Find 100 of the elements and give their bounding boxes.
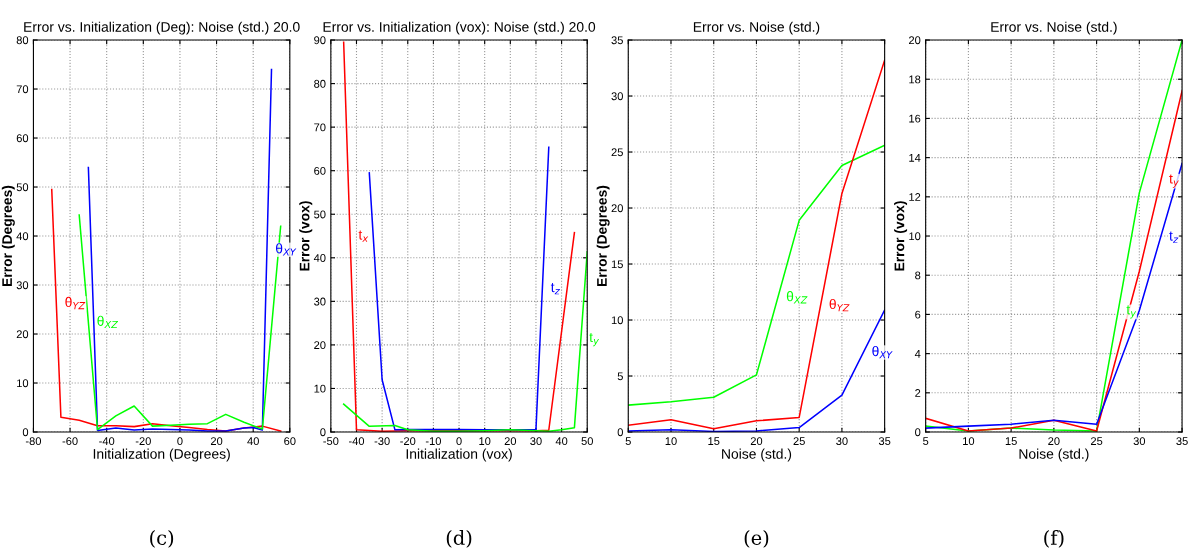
y-tick-label: 10 xyxy=(611,316,623,325)
series-label: t$_{y}$ xyxy=(589,333,600,347)
y-tick-label: 30 xyxy=(314,297,326,306)
y-tick-label: 0 xyxy=(915,428,921,437)
y-tick-label: 10 xyxy=(909,232,921,241)
y-tick-label: 0 xyxy=(320,428,326,437)
y-tick-label: 16 xyxy=(909,114,921,123)
x-tick-label: 0 xyxy=(456,437,462,446)
y-axis-title: Error (vox) xyxy=(299,201,313,271)
y-tick-label: 2 xyxy=(915,389,921,397)
y-tick-label: 10 xyxy=(314,384,326,393)
x-tick-label: 35 xyxy=(878,437,891,446)
y-tick-label: 6 xyxy=(915,310,921,319)
y-tick-label: 40 xyxy=(16,232,29,241)
series-label: t$_{y}$ xyxy=(1169,174,1179,188)
y-tick-label: 30 xyxy=(611,92,623,101)
x-tick-label: -60 xyxy=(62,437,78,446)
x-tick-label: 25 xyxy=(793,437,805,446)
series-label: θ$_{YZ}$ xyxy=(829,298,850,312)
y-tick-label: 35 xyxy=(611,36,623,45)
x-tick-label: 40 xyxy=(247,437,259,446)
y-tick-label: 50 xyxy=(16,183,29,192)
text: (f) xyxy=(1044,530,1064,548)
x-tick-label: -20 xyxy=(400,437,416,446)
x-tick-label: -40 xyxy=(99,437,115,446)
chart-title: Error vs. Initialization (vox): Noise (std.) 20.0 xyxy=(323,21,596,35)
x-tick-label: 10 xyxy=(665,437,677,446)
y-tick-label: 15 xyxy=(611,260,623,269)
x-tick-label: 10 xyxy=(479,437,491,446)
x-tick-label: -80 xyxy=(25,437,42,446)
y-axis-title: Error (Degrees) xyxy=(596,185,610,287)
x-tick-label: -40 xyxy=(348,437,365,446)
chart-title: Error vs. Noise (std.) xyxy=(693,21,820,35)
y-tick-label: 70 xyxy=(16,85,29,94)
text: (e) xyxy=(744,530,769,548)
y-axis-title: Error (vox) xyxy=(894,201,908,271)
x-tick-label: 30 xyxy=(530,437,542,446)
y-tick-label: 40 xyxy=(313,254,326,262)
x-axis-title: Initialization (Degrees) xyxy=(93,448,230,462)
x-tick-label: 20 xyxy=(1048,437,1060,446)
y-tick-label: 20 xyxy=(611,204,623,213)
y-tick-label: 70 xyxy=(314,123,326,132)
y-tick-label: 0 xyxy=(617,428,623,437)
y-tick-label: 20 xyxy=(16,330,29,339)
x-tick-label: 20 xyxy=(210,437,223,446)
series-label: θ$_{XZ}$ xyxy=(786,291,808,304)
chart-title: Error vs. Noise (std.) xyxy=(991,21,1117,35)
series-label: t$_{z}$ xyxy=(550,283,560,295)
x-axis-title: Noise (std.) xyxy=(722,448,792,462)
x-tick-label: -50 xyxy=(323,437,339,446)
y-tick-label: 12 xyxy=(909,193,921,201)
y-tick-label: 20 xyxy=(909,36,921,45)
x-tick-label: 5 xyxy=(625,437,631,446)
y-tick-label: 30 xyxy=(16,281,29,290)
y-tick-label: 80 xyxy=(16,36,29,45)
chart-title: Error vs. Initialization (Deg): Noise (std.) 20.0 xyxy=(24,21,300,35)
y-tick-label: 20 xyxy=(314,341,326,350)
y-tick-label: 5 xyxy=(617,372,623,381)
text: (d) xyxy=(446,530,472,548)
series-label: θ$_{XY}$ xyxy=(872,345,893,359)
x-tick-label: -20 xyxy=(135,437,151,446)
series-label: t$_{x}$ xyxy=(358,230,369,242)
series-label: θ$_{XY}$ xyxy=(275,243,297,256)
y-tick-label: 8 xyxy=(915,271,921,280)
x-tick-label: 15 xyxy=(1005,437,1017,446)
x-tick-label: 30 xyxy=(836,437,848,446)
x-tick-label: 60 xyxy=(284,437,296,446)
y-tick-label: 10 xyxy=(17,379,29,388)
line-series xyxy=(342,250,588,432)
y-axis-title: Error (Degrees) xyxy=(1,185,15,287)
y-tick-label: 25 xyxy=(611,148,623,157)
x-axis-title: Noise (std.) xyxy=(1019,448,1089,462)
x-tick-label: 20 xyxy=(750,437,763,446)
x-tick-label: -10 xyxy=(425,437,441,446)
x-tick-label: 50 xyxy=(581,437,593,446)
line-series xyxy=(368,146,550,431)
y-tick-label: 80 xyxy=(314,79,326,88)
x-tick-label: 0 xyxy=(177,437,183,446)
y-tick-label: 90 xyxy=(314,36,326,45)
x-axis-title: Initialization (vox) xyxy=(406,448,512,462)
text: (c) xyxy=(150,530,174,548)
x-tick-label: -30 xyxy=(374,437,390,446)
x-tick-label: 40 xyxy=(555,437,568,446)
x-tick-label: 15 xyxy=(708,437,720,446)
line-series xyxy=(50,188,282,432)
y-tick-label: 0 xyxy=(22,428,29,437)
series-label: θ$_{XZ}$ xyxy=(97,315,119,329)
x-tick-label: 10 xyxy=(963,437,975,446)
x-tick-label: 25 xyxy=(1090,437,1103,446)
x-tick-label: 20 xyxy=(504,437,517,446)
x-tick-label: 35 xyxy=(1176,437,1188,446)
y-tick-label: 60 xyxy=(16,134,29,143)
line-series xyxy=(87,68,273,432)
series-label: θ$_{YZ}$ xyxy=(65,296,86,310)
x-tick-label: 30 xyxy=(1133,437,1146,446)
y-tick-label: 14 xyxy=(909,154,921,162)
y-tick-label: 50 xyxy=(314,210,326,219)
series-label: t$_{y}$ xyxy=(1126,305,1137,319)
y-tick-label: 18 xyxy=(909,75,921,84)
x-tick-label: 5 xyxy=(923,437,929,446)
